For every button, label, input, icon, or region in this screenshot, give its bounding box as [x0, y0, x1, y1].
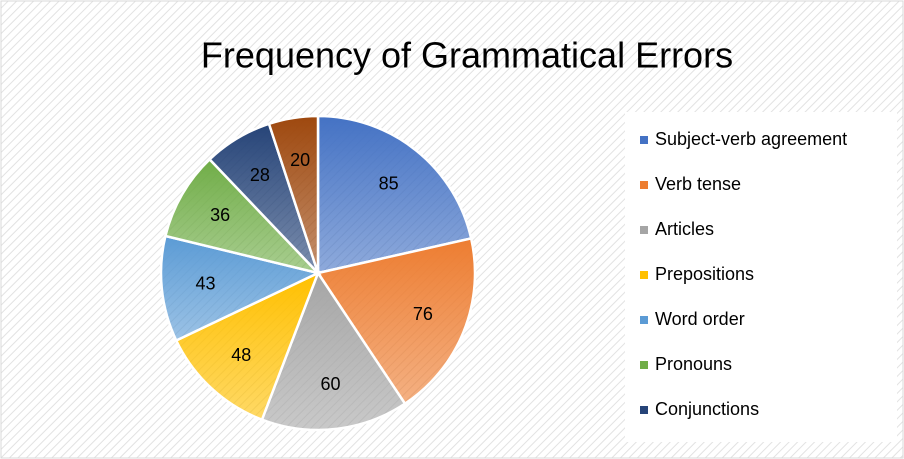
data-label: 28: [250, 165, 270, 185]
legend-label: Conjunctions: [655, 399, 759, 419]
data-label: 36: [210, 205, 230, 225]
legend-marker: [640, 136, 648, 144]
data-label: 43: [196, 273, 216, 293]
pie-slice: [163, 157, 322, 276]
legend-marker: [640, 181, 648, 189]
data-label: 20: [290, 150, 310, 170]
pie-slice: [159, 234, 322, 343]
legend-marker: [640, 271, 648, 279]
legend-label: Word order: [655, 309, 745, 329]
legend-marker: [640, 406, 648, 414]
pie-slice: [315, 236, 477, 406]
legend-box: [625, 112, 897, 442]
data-label: 85: [379, 173, 399, 193]
data-label: 48: [231, 345, 251, 365]
legend-label: Subject-verb agreement: [655, 129, 847, 149]
chart-title: Frequency of Grammatical Errors: [201, 35, 733, 76]
legend-marker: [640, 361, 648, 369]
pie-slice: [260, 270, 407, 432]
pie-slice: [316, 114, 473, 275]
legend-label: Prepositions: [655, 264, 754, 284]
data-label: 76: [413, 304, 433, 324]
pie-slice: [174, 270, 321, 422]
legend-marker: [640, 226, 648, 234]
data-label: 60: [321, 374, 341, 394]
legend-label: Verb tense: [655, 174, 741, 194]
legend-label: Articles: [655, 219, 714, 239]
legend-marker: [640, 316, 648, 324]
legend-label: Pronouns: [655, 354, 732, 374]
pie-slice: [267, 114, 320, 274]
